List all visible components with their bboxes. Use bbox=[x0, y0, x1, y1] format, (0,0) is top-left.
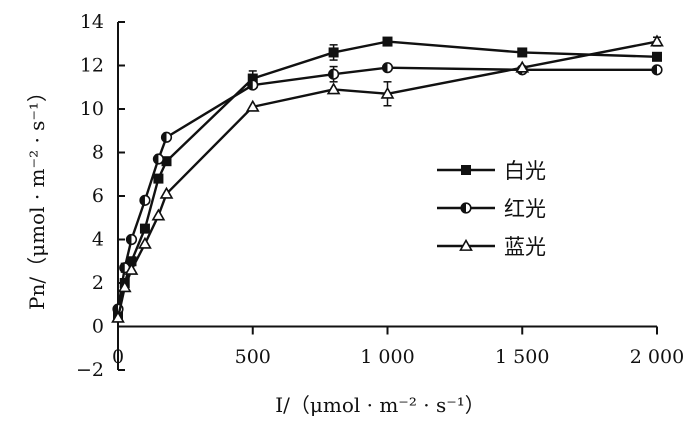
data-point-square bbox=[517, 47, 528, 58]
data-point-triangle bbox=[650, 34, 664, 47]
data-point-circle-fill bbox=[247, 80, 253, 90]
legend-label: 白光 bbox=[504, 159, 546, 183]
legend-label: 蓝光 bbox=[504, 235, 546, 259]
legend-entry-2: 蓝光 bbox=[437, 235, 546, 259]
data-point-triangle bbox=[151, 208, 166, 221]
data-point-circle-fill bbox=[461, 203, 466, 213]
x-tick-label: 1 500 bbox=[495, 346, 549, 368]
data-point-square bbox=[153, 173, 164, 184]
series-layer bbox=[111, 34, 664, 323]
x-tick-label: 1 000 bbox=[360, 346, 414, 368]
data-point-circle-fill bbox=[161, 132, 167, 143]
y-tick-label: 6 bbox=[92, 185, 104, 207]
y-tick-label: 2 bbox=[92, 272, 104, 294]
data-point-circle-fill bbox=[119, 262, 125, 273]
data-point-triangle bbox=[515, 60, 530, 73]
y-tick-label: 4 bbox=[92, 229, 104, 251]
y-tick-label: 10 bbox=[80, 98, 104, 120]
data-point-square bbox=[461, 165, 471, 175]
data-point-circle-fill bbox=[153, 154, 159, 164]
x-tick-label: 2 000 bbox=[630, 346, 684, 368]
data-point-triangle bbox=[380, 86, 395, 99]
data-point-triangle bbox=[326, 82, 341, 95]
x-tick-label: 500 bbox=[235, 346, 271, 368]
data-point-triangle bbox=[459, 238, 473, 251]
data-point-square bbox=[652, 51, 662, 62]
series-2 bbox=[111, 34, 664, 323]
data-point-circle-fill bbox=[382, 62, 388, 73]
data-point-triangle bbox=[117, 280, 132, 293]
y-tick-label: −2 bbox=[76, 359, 104, 381]
data-point-circle-fill bbox=[328, 69, 334, 79]
y-tick-label: 12 bbox=[80, 55, 104, 77]
legend-entry-0: 白光 bbox=[437, 159, 546, 183]
data-point-circle-fill bbox=[113, 304, 118, 314]
y-tick-label: 14 bbox=[80, 11, 104, 33]
data-point-circle-fill bbox=[140, 195, 145, 206]
x-tick-label: 0 bbox=[112, 346, 124, 368]
data-point-square bbox=[139, 223, 150, 234]
data-point-circle-fill bbox=[652, 65, 657, 75]
data-point-triangle bbox=[159, 186, 174, 199]
data-point-square bbox=[382, 36, 393, 47]
legend-label: 红光 bbox=[504, 197, 546, 221]
data-point-triangle bbox=[245, 99, 260, 112]
series-0 bbox=[113, 36, 662, 321]
data-point-square bbox=[328, 47, 339, 58]
y-axis-title: Pn/（μmol · m⁻² · s⁻¹） bbox=[25, 82, 49, 310]
legend-entry-1: 红光 bbox=[437, 197, 546, 221]
data-point-triangle bbox=[138, 236, 152, 249]
data-point-triangle bbox=[111, 310, 125, 323]
data-point-circle-fill bbox=[126, 234, 132, 245]
y-tick-label: 8 bbox=[92, 142, 104, 164]
data-point-triangle bbox=[124, 262, 139, 275]
x-axis-title: I/（μmol · m⁻² · s⁻¹） bbox=[275, 393, 485, 417]
y-tick-label: 0 bbox=[92, 316, 104, 338]
chart-axes: −2 0 2 4 6 8 10 12 14 0 500 1 000 1 500 2 000 I/（μmol … bbox=[25, 11, 684, 417]
